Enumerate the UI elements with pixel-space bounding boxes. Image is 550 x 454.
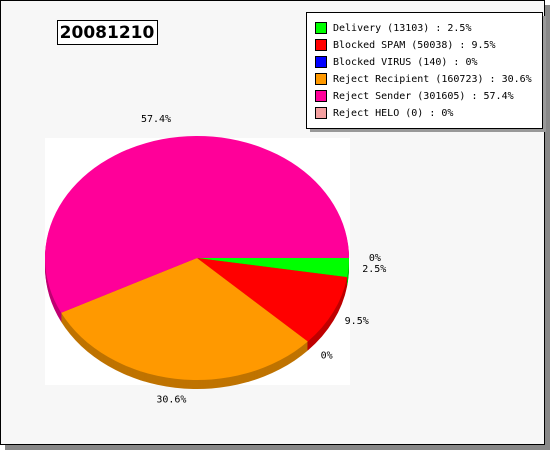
value-label: 9.5% bbox=[345, 316, 369, 327]
legend-swatch bbox=[315, 22, 327, 34]
legend-swatch bbox=[315, 56, 327, 68]
legend-label: Blocked SPAM (50038) : 9.5% bbox=[333, 40, 496, 51]
slice bbox=[61, 258, 308, 380]
legend-label: Reject Recipient (160723) : 30.6% bbox=[333, 74, 532, 85]
legend-entries: Delivery (13103) : 2.5% Blocked SPAM (500… bbox=[315, 22, 532, 119]
legend-label: Reject Sender (301605) : 57.4% bbox=[333, 91, 514, 102]
legend-label: Blocked VIRUS (140) : 0% bbox=[333, 57, 478, 68]
legend-label: Reject HELO (0) : 0% bbox=[333, 108, 453, 119]
legend-swatch bbox=[315, 39, 327, 51]
legend-swatch bbox=[315, 107, 327, 119]
value-label: 57.4% bbox=[141, 114, 171, 125]
value-label: 0% bbox=[369, 253, 381, 264]
value-label: 30.6% bbox=[156, 394, 186, 405]
legend-swatch bbox=[315, 73, 327, 85]
chart-title: 20081210 bbox=[60, 23, 155, 43]
title-box bbox=[57, 20, 158, 45]
legend-swatch bbox=[315, 90, 327, 102]
value-label: 0% bbox=[321, 351, 333, 362]
slice bbox=[45, 136, 350, 313]
legend-label: Delivery (13103) : 2.5% bbox=[333, 23, 471, 34]
pie: 2.5% 9.5% 0% 30.6% 57.4% 0% bbox=[45, 114, 386, 405]
legend bbox=[306, 12, 543, 129]
slice bbox=[197, 258, 348, 342]
slice bbox=[197, 258, 349, 278]
value-label: 2.5% bbox=[362, 264, 386, 275]
